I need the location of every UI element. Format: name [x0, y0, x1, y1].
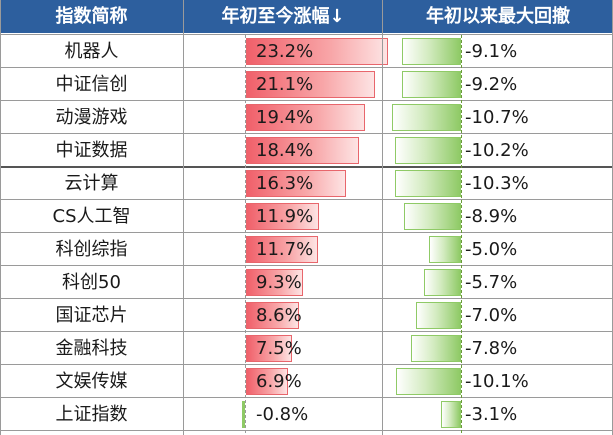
table-row: CS人工智 11.9% -8.9%: [0, 200, 613, 233]
ytd-change-bar: [246, 137, 359, 164]
ytd-change-bar: [246, 335, 292, 362]
ytd-change-bar: [242, 401, 245, 428]
index-name-cell: 国证芯片: [55, 305, 128, 326]
index-name-cell: 文娱传媒: [55, 371, 128, 392]
max-drawdown-value: -5.7%: [465, 272, 518, 293]
max-drawdown-bar: [415, 302, 461, 329]
index-name-cell: 金融科技: [55, 338, 128, 359]
index-name-cell: 机器人: [64, 41, 119, 62]
table-row: 云计算 16.3% -10.3%: [0, 167, 613, 200]
max-drawdown-bar: [392, 104, 461, 131]
row-divider: [0, 397, 613, 398]
row-divider: [0, 265, 613, 266]
ytd-change-bar: [246, 368, 289, 395]
table-row: 机器人 23.2% -9.1%: [0, 35, 613, 68]
ytd-change-bar: [246, 269, 303, 296]
ytd-change-value: 9.3%: [256, 272, 302, 293]
header-ytd-change: 年初至今涨幅↓: [184, 0, 382, 33]
ytd-change-bar: [246, 71, 376, 98]
index-name-cell: 动漫游戏: [55, 107, 128, 128]
max-drawdown-bar: [410, 335, 461, 362]
row-divider: [0, 133, 613, 134]
ytd-change-bar: [246, 236, 318, 263]
ytd-change-bar: [246, 38, 388, 65]
ytd-change-value: 23.2%: [256, 41, 314, 62]
max-drawdown-value: -8.9%: [465, 206, 518, 227]
max-drawdown-bar: [428, 236, 461, 263]
table-row: 国证芯片 8.6% -7.0%: [0, 299, 613, 332]
max-drawdown-value: -10.2%: [465, 140, 529, 161]
ytd-change-value: 18.4%: [256, 140, 314, 161]
ytd-change-value: 11.7%: [256, 239, 314, 260]
ytd-change-bar: [246, 302, 299, 329]
row-divider: [0, 430, 613, 431]
max-drawdown-value: -10.7%: [465, 107, 529, 128]
index-name-cell: 云计算: [64, 173, 119, 194]
table-row: 上证指数 -0.8% -3.1%: [0, 398, 613, 431]
ytd-change-bar: [246, 203, 319, 230]
row-divider: [0, 100, 613, 101]
ytd-change-value: 8.6%: [256, 305, 302, 326]
ytd-change-axis: [245, 35, 246, 433]
table-row: 文娱传媒 6.9% -10.1%: [0, 365, 613, 398]
ytd-change-value: -0.8%: [256, 404, 309, 425]
table-row: 中证信创 21.1% -9.2%: [0, 68, 613, 101]
max-drawdown-value: -7.0%: [465, 305, 518, 326]
column-divider: [183, 0, 184, 435]
row-divider: [0, 331, 613, 332]
column-divider: [0, 0, 1, 435]
index-name-cell: 上证指数: [55, 404, 128, 425]
max-drawdown-bar: [403, 203, 461, 230]
ytd-change-value: 19.4%: [256, 107, 314, 128]
header-index-name: 指数简称: [0, 0, 183, 33]
max-drawdown-bar: [394, 170, 461, 197]
row-divider: [0, 199, 613, 200]
ytd-change-value: 16.3%: [256, 173, 314, 194]
max-drawdown-value: -9.2%: [465, 74, 518, 95]
max-drawdown-value: -7.8%: [465, 338, 518, 359]
max-drawdown-axis: [461, 35, 462, 433]
ytd-change-value: 11.9%: [256, 206, 314, 227]
index-name-cell: 科创综指: [55, 239, 128, 260]
ytd-change-value: 7.5%: [256, 338, 302, 359]
ytd-change-bar: [246, 104, 365, 131]
row-divider: [0, 67, 613, 68]
table-row: 中证数据 18.4% -10.2%: [0, 134, 613, 167]
row-divider: [0, 364, 613, 365]
row-divider: [0, 232, 613, 233]
table-row: 科创综指 11.7% -5.0%: [0, 233, 613, 266]
max-drawdown-bar: [424, 269, 461, 296]
max-drawdown-bar: [395, 368, 461, 395]
row-divider: [0, 166, 613, 168]
max-drawdown-bar: [401, 71, 461, 98]
ytd-change-value: 21.1%: [256, 74, 314, 95]
max-drawdown-value: -3.1%: [465, 404, 518, 425]
table-row: 动漫游戏 19.4% -10.7%: [0, 101, 613, 134]
index-name-cell: 科创50: [62, 272, 121, 293]
index-name-cell: 中证数据: [55, 140, 128, 161]
max-drawdown-bar: [402, 38, 461, 65]
max-drawdown-bar: [395, 137, 461, 164]
index-name-cell: CS人工智: [52, 206, 131, 227]
max-drawdown-value: -10.3%: [465, 173, 529, 194]
max-drawdown-value: -9.1%: [465, 41, 518, 62]
column-divider: [382, 0, 383, 435]
row-divider: [0, 298, 613, 299]
header-divider: [0, 34, 613, 35]
max-drawdown-value: -5.0%: [465, 239, 518, 260]
table-row: 科创50 9.3% -5.7%: [0, 266, 613, 299]
max-drawdown-value: -10.1%: [465, 371, 529, 392]
max-drawdown-bar: [441, 401, 461, 428]
table-row: 金融科技 7.5% -7.8%: [0, 332, 613, 365]
ytd-change-value: 6.9%: [256, 371, 302, 392]
ytd-change-bar: [246, 170, 346, 197]
index-name-cell: 中证信创: [55, 74, 128, 95]
header-max-drawdown: 年初以来最大回撤: [383, 0, 613, 33]
